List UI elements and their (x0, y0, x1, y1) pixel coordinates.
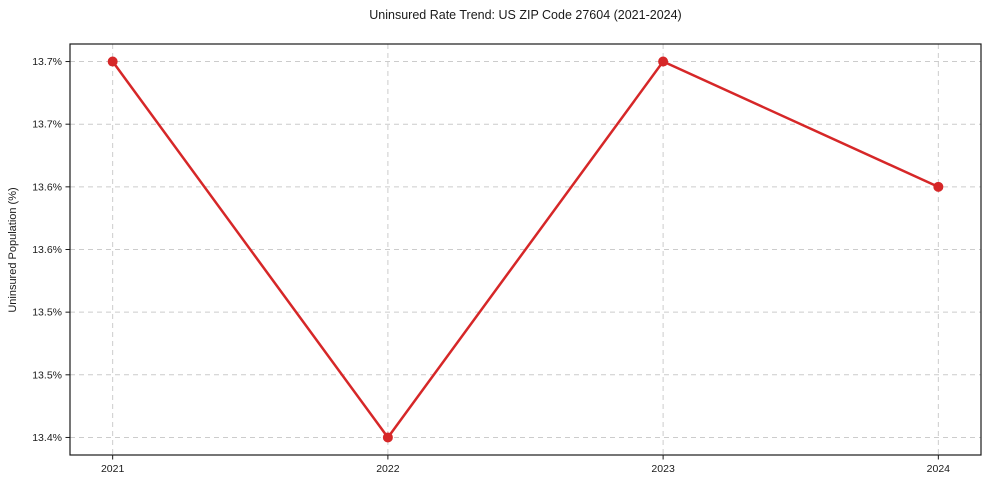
trend-line (111, 60, 940, 439)
y-tick-label: 13.5% (32, 307, 62, 319)
x-tick-label: 2023 (651, 463, 675, 475)
y-tick-label: 13.7% (32, 119, 62, 131)
y-tick-label: 13.6% (32, 181, 62, 193)
x-tick-label: 2021 (101, 463, 125, 475)
x-tick-label: 2022 (376, 463, 400, 475)
data-point-2023 (658, 56, 669, 67)
x-tick-label: 2024 (927, 463, 951, 475)
y-tick-label: 13.5% (32, 369, 62, 381)
data-point-2022 (382, 432, 393, 443)
data-point-2021 (107, 56, 118, 67)
data-point-2024 (933, 181, 944, 192)
y-tick-label: 13.4% (32, 432, 62, 444)
y-tick-label: 13.6% (32, 244, 62, 256)
y-tick-label: 13.7% (32, 56, 62, 68)
y-axis-label: Uninsured Population (%) (7, 187, 19, 313)
chart-title: Uninsured Rate Trend: US ZIP Code 27604 … (369, 8, 682, 22)
